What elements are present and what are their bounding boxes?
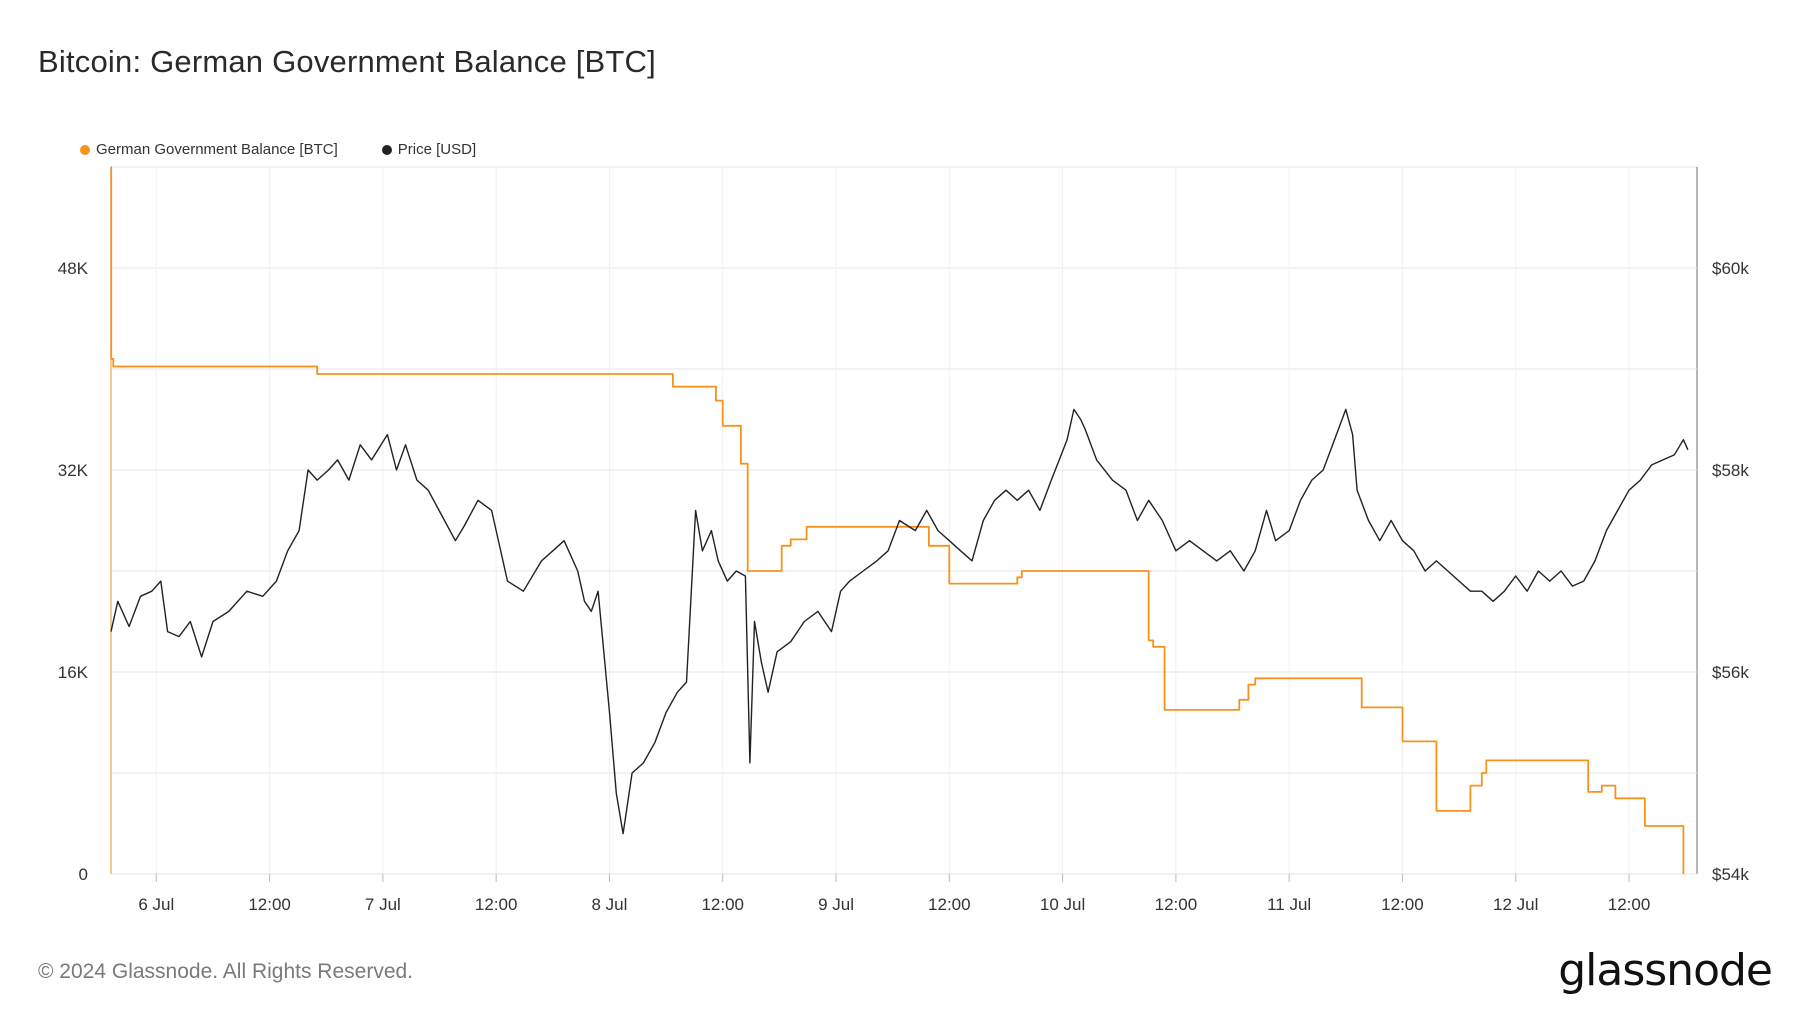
right-axis: $54k $56k $58k $60k <box>1712 259 1749 884</box>
chart-area: 0 16K 32K 48K $54k $56k $58k $60k 6 Jul 12:00 7 … <box>58 166 1749 914</box>
x-tick-label: 12 Jul <box>1493 895 1538 914</box>
right-tick-label: $58k <box>1712 461 1749 480</box>
legend-item-price[interactable]: Price [USD] <box>381 141 477 158</box>
x-tick-label: 11 Jul <box>1267 895 1311 914</box>
x-tick-label: 12:00 <box>701 895 744 914</box>
x-tick-label: 12:00 <box>1381 895 1424 914</box>
copyright-footer: © 2024 Glassnode. All Rights Reserved. <box>38 960 414 983</box>
x-tick-label: 9 Jul <box>818 895 854 914</box>
right-tick-label: $60k <box>1712 259 1749 278</box>
x-tick-label: 8 Jul <box>591 895 627 914</box>
left-tick-label: 32K <box>58 461 89 480</box>
legend-dot-balance <box>80 144 90 155</box>
x-tick-label: 12:00 <box>928 895 971 914</box>
right-tick-label: $56k <box>1712 663 1749 682</box>
plot-border <box>110 166 1698 875</box>
grid <box>110 166 1698 875</box>
legend-label-balance: German Government Balance [BTC] <box>96 141 338 158</box>
series-line-balance <box>110 166 1685 874</box>
legend-label-price: Price [USD] <box>397 141 477 158</box>
left-axis: 0 16K 32K 48K <box>58 259 89 884</box>
x-axis: 6 Jul 12:00 7 Jul 12:00 8 Jul 12:00 9 Jul 12:00… <box>138 874 1650 914</box>
x-tick-label: 10 Jul <box>1040 895 1085 914</box>
left-tick-label: 16K <box>58 663 89 682</box>
chart-title: Bitcoin: German Government Balance [BTC] <box>38 44 656 79</box>
x-tick-label: 7 Jul <box>365 895 401 914</box>
x-tick-label: 12:00 <box>248 895 291 914</box>
left-tick-label: 48K <box>58 259 89 278</box>
series-group <box>110 166 1689 874</box>
right-tick-label: $54k <box>1712 865 1749 884</box>
legend-item-balance[interactable]: German Government Balance [BTC] <box>80 141 338 158</box>
series-line-price <box>110 408 1689 835</box>
legend: German Government Balance [BTC] Price [U… <box>80 141 476 158</box>
x-tick-label: 12:00 <box>475 895 518 914</box>
x-tick-label: 12:00 <box>1608 895 1651 914</box>
legend-dot-price <box>381 144 392 155</box>
x-tick-label: 12:00 <box>1155 895 1198 914</box>
glassnode-logo: glassnode <box>1558 945 1773 996</box>
x-tick-label: 6 Jul <box>138 895 174 914</box>
left-tick-label: 0 <box>79 865 88 884</box>
